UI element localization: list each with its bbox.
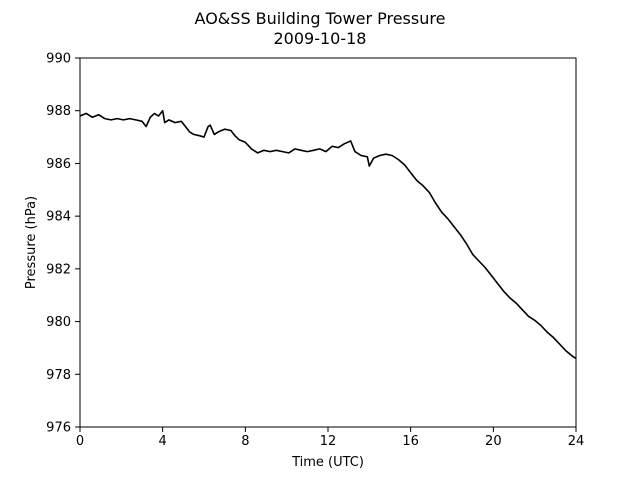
x-tick-label: 4 bbox=[159, 434, 167, 449]
y-tick-label: 980 bbox=[46, 315, 71, 330]
plot-frame bbox=[79, 57, 577, 428]
y-tick-label: 990 bbox=[46, 52, 71, 67]
y-tick-label: 988 bbox=[46, 104, 71, 119]
x-tick-label: 24 bbox=[568, 434, 585, 449]
x-tick-label: 12 bbox=[320, 434, 337, 449]
chart-subtitle: 2009-10-18 bbox=[274, 29, 367, 48]
y-axis-label: Pressure (hPa) bbox=[24, 196, 39, 289]
y-tick-label: 984 bbox=[46, 210, 71, 225]
x-axis-ticks: 0 4 8 12 16 20 24 bbox=[76, 427, 584, 449]
x-tick-label: 16 bbox=[402, 434, 419, 449]
y-tick-label: 976 bbox=[46, 421, 71, 436]
y-tick-label: 978 bbox=[46, 368, 71, 383]
pressure-series-line bbox=[79, 109, 577, 360]
y-axis-ticks: 976 978 980 982 984 986 988 990 bbox=[46, 52, 80, 436]
x-axis-label: Time (UTC) bbox=[291, 455, 364, 470]
chart-title: AO&SS Building Tower Pressure bbox=[195, 9, 446, 28]
x-tick-label: 20 bbox=[485, 434, 502, 449]
y-tick-label: 982 bbox=[46, 262, 71, 277]
x-tick-label: 0 bbox=[76, 434, 84, 449]
x-tick-label: 8 bbox=[241, 434, 249, 449]
y-tick-label: 986 bbox=[46, 157, 71, 172]
